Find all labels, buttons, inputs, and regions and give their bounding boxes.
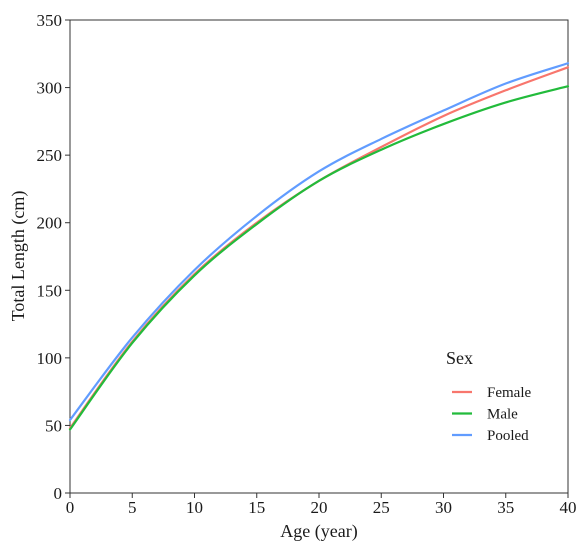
x-tick-label: 15 (248, 498, 265, 517)
x-tick-label: 20 (311, 498, 328, 517)
y-axis: 0 50 100 150 200 250 300 350 (37, 11, 70, 503)
series-line-female (68, 66, 570, 430)
series-layer (68, 62, 570, 431)
x-tick-label: 25 (373, 498, 390, 517)
y-tick-label: 350 (37, 11, 63, 30)
series-line-pooled (68, 62, 570, 422)
legend-label-male: Male (487, 407, 518, 423)
y-axis-label: Total Length (cm) (8, 191, 29, 322)
x-tick-label: 10 (186, 498, 203, 517)
legend-label-female: Female (487, 385, 531, 401)
legend-label-pooled: Pooled (487, 428, 529, 444)
x-tick-label: 40 (560, 498, 577, 517)
legend: Sex Female Male Pooled (446, 348, 531, 444)
y-tick-label: 0 (54, 484, 63, 503)
legend-items: Female Male Pooled (452, 385, 531, 444)
x-tick-label: 0 (66, 498, 75, 517)
y-tick-label: 100 (37, 349, 63, 368)
x-axis-label: Age (year) (280, 521, 357, 542)
y-tick-label: 150 (37, 281, 63, 300)
y-tick-label: 200 (37, 214, 63, 233)
legend-title: Sex (446, 348, 473, 368)
series-line-male (68, 85, 570, 431)
x-tick-label: 30 (435, 498, 452, 517)
y-tick-label: 50 (45, 416, 62, 435)
y-tick-label: 250 (37, 146, 63, 165)
x-tick-label: 35 (497, 498, 514, 517)
x-axis: 0 5 10 15 20 25 30 35 40 (66, 493, 577, 517)
x-tick-label: 5 (128, 498, 137, 517)
y-tick-label: 300 (37, 79, 63, 98)
